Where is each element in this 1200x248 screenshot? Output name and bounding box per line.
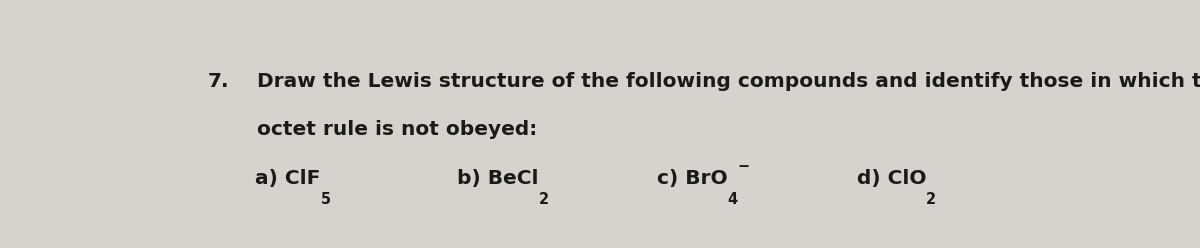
Text: 7.: 7. <box>208 72 229 91</box>
Text: 2: 2 <box>926 191 936 207</box>
Text: 2: 2 <box>539 191 548 207</box>
Text: d) ClO: d) ClO <box>857 169 926 188</box>
Text: a) ClF: a) ClF <box>256 169 320 188</box>
Text: Draw the Lewis structure of the following compounds and identify those in which : Draw the Lewis structure of the followin… <box>257 72 1200 91</box>
Text: −: − <box>738 159 750 174</box>
Text: 5: 5 <box>320 191 330 207</box>
Text: b) BeCl: b) BeCl <box>457 169 539 188</box>
Text: c) BrO: c) BrO <box>656 169 727 188</box>
Text: octet rule is not obeyed:: octet rule is not obeyed: <box>257 120 538 139</box>
Text: 4: 4 <box>727 191 738 207</box>
